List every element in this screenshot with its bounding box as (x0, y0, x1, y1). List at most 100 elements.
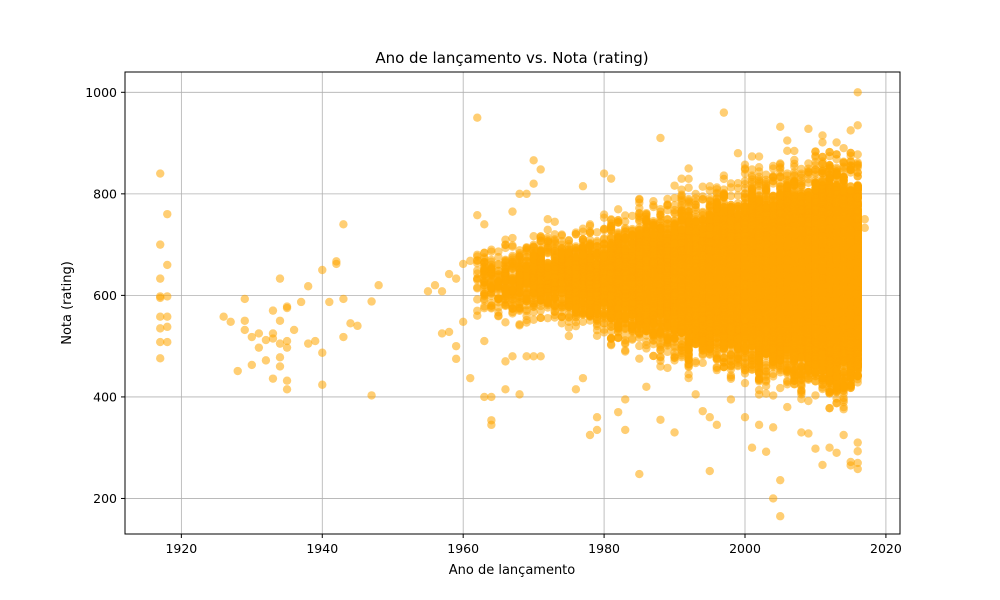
data-point (656, 353, 665, 362)
data-point (649, 269, 658, 279)
data-point (480, 302, 489, 311)
data-point (494, 247, 503, 256)
data-point (543, 225, 552, 235)
data-point (487, 275, 496, 284)
data-point (494, 272, 503, 281)
data-point (635, 230, 644, 239)
data-point (508, 241, 517, 250)
data-point (606, 239, 616, 248)
data-point (635, 328, 644, 337)
data-point (501, 318, 510, 327)
data-point (649, 319, 658, 328)
data-point (599, 328, 609, 337)
data-point (550, 278, 559, 287)
data-point (635, 248, 644, 257)
data-point (585, 296, 595, 305)
data-point (508, 233, 517, 243)
data-point (473, 259, 482, 268)
data-point (613, 333, 623, 343)
data-point (649, 311, 658, 320)
data-point (670, 181, 679, 190)
data-point (480, 278, 489, 287)
data-point (529, 252, 538, 261)
data-point (515, 264, 524, 273)
data-point (635, 354, 644, 363)
data-point (494, 260, 503, 269)
data-point (585, 316, 595, 325)
data-point (613, 218, 623, 227)
data-point (578, 306, 588, 315)
data-point (501, 264, 510, 274)
data-point (515, 321, 524, 330)
data-point (684, 174, 693, 184)
data-point (508, 294, 517, 304)
data-point (606, 254, 616, 264)
data-point (606, 270, 616, 279)
data-point (578, 286, 588, 296)
data-point (501, 284, 510, 293)
data-point (613, 298, 623, 307)
data-point (522, 264, 531, 273)
data-point (515, 273, 524, 283)
data-point (515, 246, 524, 255)
data-point (656, 215, 665, 224)
data-point (599, 244, 609, 253)
data-point (656, 246, 665, 255)
data-point (649, 258, 658, 268)
data-point (515, 297, 524, 307)
data-point (621, 284, 630, 294)
data-point (571, 242, 581, 251)
data-point (642, 231, 651, 241)
data-point (578, 227, 588, 236)
data-point (473, 274, 482, 283)
data-point (578, 317, 588, 327)
data-point (691, 200, 700, 209)
data-point (508, 274, 517, 283)
data-point (529, 308, 538, 317)
data-point (642, 263, 651, 272)
data-point (649, 202, 658, 212)
data-point (606, 284, 616, 294)
data-point (543, 286, 552, 296)
data-point (621, 277, 630, 286)
data-point (606, 223, 616, 233)
data-point (621, 299, 630, 308)
data-point (613, 229, 623, 239)
data-point (494, 294, 503, 304)
data-point (480, 257, 489, 267)
data-point (649, 221, 658, 230)
data-point (487, 247, 496, 256)
data-point (536, 264, 545, 273)
data-point (621, 225, 630, 234)
data-point (642, 208, 651, 218)
data-point (656, 279, 665, 288)
data-point (515, 255, 524, 264)
data-point (529, 277, 538, 286)
data-point (599, 213, 609, 222)
data-point (642, 295, 651, 304)
data-point (529, 289, 538, 298)
data-point (663, 201, 672, 210)
data-point (635, 316, 644, 325)
data-point (487, 281, 496, 290)
data-point (501, 272, 510, 281)
data-point (522, 244, 531, 253)
data-point (606, 326, 616, 336)
data-point (522, 297, 531, 306)
data-point (522, 290, 531, 299)
data-point (508, 307, 517, 317)
data-point (536, 306, 545, 315)
data-point (599, 286, 609, 295)
data-point (656, 286, 665, 296)
data-point (635, 198, 644, 207)
data-point (621, 339, 630, 349)
data-point (599, 263, 609, 272)
data-point (536, 313, 545, 323)
data-point (480, 289, 489, 298)
data-point (571, 321, 581, 331)
data-point (606, 340, 616, 350)
data-point (656, 362, 665, 371)
data-point (585, 271, 595, 280)
data-point (571, 264, 581, 274)
